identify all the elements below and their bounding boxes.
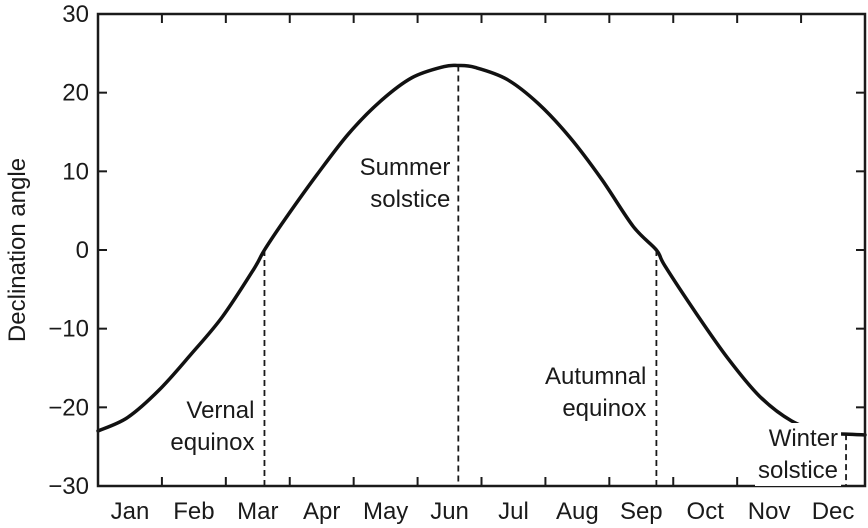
x-tick-label: Oct [687, 498, 725, 525]
y-tick-label: 10 [62, 158, 89, 185]
x-tick-label: Aug [556, 498, 599, 525]
x-tick-label: Nov [748, 498, 791, 525]
x-tick-label: Apr [303, 498, 340, 525]
y-tick-label: −30 [48, 473, 89, 500]
annotation-label: solstice [758, 457, 838, 484]
x-tick-label: Jun [430, 498, 469, 525]
plot-frame [96, 12, 867, 488]
y-axis-title: Declination angle [4, 158, 31, 342]
x-tick-label: May [363, 498, 408, 525]
y-tick-label: −10 [48, 316, 89, 343]
x-tick-label: Dec [812, 498, 855, 525]
annotation-bg [356, 152, 454, 215]
x-tick-label: Jul [498, 498, 529, 525]
declination-curve [96, 63, 867, 437]
x-tick-label: Feb [173, 498, 214, 525]
x-tick-label: Jan [111, 498, 150, 525]
x-tick-label: Sep [620, 498, 663, 525]
annotation-bg [755, 423, 842, 486]
annotation-label: Summer [360, 154, 451, 181]
y-tick-label: −20 [48, 394, 89, 421]
event-lines [263, 65, 847, 486]
annotation-label: equinox [562, 395, 646, 422]
x-tick-labels: Jan Feb Mar Apr May Jun Jul Aug Sep Oct Nov Dec [111, 498, 855, 525]
y-tick-label: 30 [62, 1, 89, 28]
annotation-bg [542, 361, 650, 424]
x-tick-label: Mar [237, 498, 278, 525]
y-tick-label: 0 [76, 237, 89, 264]
y-tick-labels: 30 20 10 0 −10 −20 −30 [48, 1, 89, 500]
annotation-label: equinox [170, 429, 254, 456]
annotation-label: Autumnal [545, 363, 646, 390]
annotation-label: Vernal [186, 397, 254, 424]
annotations: Vernal equinox Summer solstice Autumnal equin… [167, 152, 842, 486]
y-tick-label: 20 [62, 80, 89, 107]
annotation-label: Winter [769, 425, 838, 452]
annotation-label: solstice [370, 186, 450, 213]
annotation-bg [167, 395, 258, 458]
